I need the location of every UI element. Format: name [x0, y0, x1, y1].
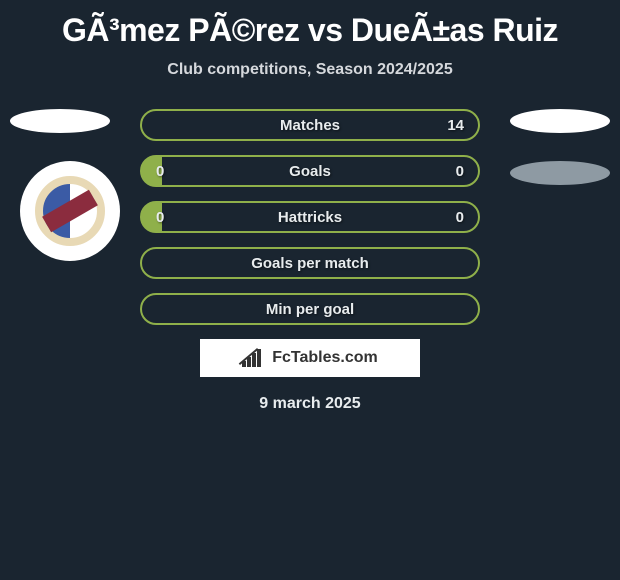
stat-right-value: 0: [456, 163, 464, 180]
stat-row-matches: Matches 14: [140, 109, 480, 141]
stat-row-goals-per-match: Goals per match: [140, 247, 480, 279]
brand-text: FcTables.com: [272, 349, 378, 367]
stat-label: Min per goal: [266, 301, 354, 318]
stat-label: Hattricks: [278, 209, 342, 226]
brand-logo[interactable]: FcTables.com: [200, 339, 420, 377]
stat-right-value: 14: [447, 117, 464, 134]
player-left-shape: [10, 109, 110, 133]
stats-container: Matches 14 0 Goals 0 0 Hattricks 0 Goals…: [140, 109, 480, 325]
stat-label: Goals per match: [251, 255, 369, 272]
badge-icon: [35, 176, 105, 246]
player-right-shape-1: [510, 109, 610, 133]
date-text: 9 march 2025: [0, 395, 620, 413]
stat-label: Matches: [280, 117, 340, 134]
club-badge: [20, 161, 120, 261]
stat-label: Goals: [289, 163, 331, 180]
stat-right-value: 0: [456, 209, 464, 226]
player-right-shape-2: [510, 161, 610, 185]
comparison-content: Matches 14 0 Goals 0 0 Hattricks 0 Goals…: [0, 109, 620, 413]
chart-icon: [242, 349, 268, 367]
stat-row-hattricks: 0 Hattricks 0: [140, 201, 480, 233]
stat-left-value: 0: [156, 163, 164, 180]
stat-row-min-per-goal: Min per goal: [140, 293, 480, 325]
page-title: GÃ³mez PÃ©rez vs DueÃ±as Ruiz: [0, 0, 620, 49]
stat-row-goals: 0 Goals 0: [140, 155, 480, 187]
stat-left-value: 0: [156, 209, 164, 226]
page-subtitle: Club competitions, Season 2024/2025: [0, 61, 620, 79]
